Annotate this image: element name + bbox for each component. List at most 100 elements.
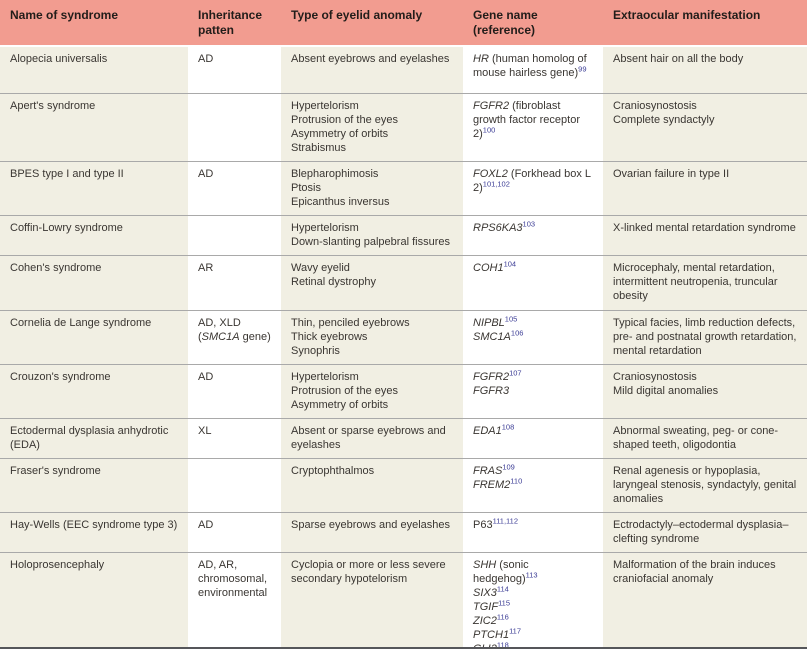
gene-entry: SIX3114 [473, 585, 595, 600]
anomaly-line: Cyclopia or more or less severe secondar… [291, 559, 446, 585]
extraocular-line: Ovarian failure in type II [613, 168, 730, 180]
inheritance-line: AD [198, 52, 273, 66]
table-row: Coffin-Lowry syndrome Hypertelorism Down-s… [0, 215, 807, 255]
gene-entry: FRAS109 [473, 462, 595, 478]
gene-entry: NIPBL105 [473, 314, 595, 330]
extraocular-line: Absent hair on all the body [613, 53, 744, 65]
cell-extraocular-manifestation: Renal agenesis or hypoplasia, laryngeal … [603, 459, 807, 512]
gene-entry: FGFR3 [473, 384, 595, 398]
cell-syndrome-name: Coffin-Lowry syndrome [0, 216, 188, 255]
anomaly-line: Wavy eyelid [291, 262, 350, 274]
text-segment: AD [198, 168, 214, 180]
cell-syndrome-name: Alopecia universalis [0, 47, 188, 93]
inheritance-line: AD [198, 167, 273, 181]
extraocular-line: Complete syndactyly [613, 114, 715, 126]
text-segment: AD [198, 371, 214, 383]
gene-symbol: EDA1 [473, 425, 502, 437]
reference-superscript: 109 [502, 462, 515, 472]
cell-extraocular-manifestation: X-linked mental retardation syndrome [603, 216, 807, 255]
gene-entry: TGIF115 [473, 599, 595, 614]
extraocular-line: Abnormal sweating, peg- or cone-shaped t… [613, 425, 779, 451]
cell-syndrome-name: Holoprosencephaly [0, 553, 188, 647]
syndrome-name: Crouzon's syndrome [10, 371, 111, 383]
inheritance-line: AD [198, 370, 273, 384]
cell-inheritance-pattern [188, 216, 281, 255]
table-row: Cornelia de Lange syndrome AD, XLD (SMC1A … [0, 310, 807, 364]
gene-symbol: SMC1A [201, 331, 240, 343]
text-segment: (Forkhead box L 2) [473, 168, 591, 194]
anomaly-line: Absent or sparse eyebrows and eyelashes [291, 425, 446, 451]
cell-gene-name: EDA1108 [463, 419, 603, 458]
gene-symbol: FREM2 [473, 479, 511, 491]
text-segment: AD, AR, [198, 559, 238, 571]
inheritance-line: AD, AR, [198, 558, 273, 572]
cell-syndrome-name: Hay-Wells (EEC syndrome type 3) [0, 513, 188, 552]
text-segment: (human homolog of mouse hairless gene) [473, 53, 587, 79]
text-segment: P63 [473, 519, 493, 531]
extraocular-line: Mild digital anomalies [613, 385, 719, 397]
gene-symbol: COH1 [473, 262, 504, 274]
anomaly-line: Thin, penciled eyebrows [291, 317, 410, 329]
cell-syndrome-name: Cohen's syndrome [0, 256, 188, 310]
cell-syndrome-name: Fraser's syndrome [0, 459, 188, 512]
gene-symbol: SMC1A [473, 331, 511, 343]
cell-gene-name: FOXL2 (Forkhead box L 2)101,102 [463, 162, 603, 215]
cell-extraocular-manifestation: Ectrodactyly–ectodermal dysplasia–clefti… [603, 513, 807, 552]
extraocular-line: X-linked mental retardation syndrome [613, 222, 796, 234]
column-header-inheritance-pattern: Inheritance patten [198, 8, 263, 37]
reference-superscript: 108 [501, 422, 515, 432]
anomaly-line: Blepharophimosis [291, 168, 379, 180]
syndrome-name: Ectodermal dysplasia anhydrotic (EDA) [10, 425, 169, 451]
column-header-name-of-syndrome: Name of syndrome [10, 8, 119, 22]
reference-superscript: 99 [578, 64, 587, 74]
cell-eyelid-anomaly: Wavy eyelid Retinal dystrophy [281, 256, 463, 310]
cell-eyelid-anomaly: Thin, penciled eyebrows Thick eyebrows Syn… [281, 311, 463, 364]
cell-gene-name: NIPBL105 SMC1A106 [463, 311, 603, 364]
cell-inheritance-pattern: AD [188, 513, 281, 552]
anomaly-line: Asymmetry of orbits [291, 399, 389, 411]
text-segment: gene) [239, 331, 271, 343]
extraocular-line: Craniosynostosis [613, 100, 697, 112]
table-header-row: Name of syndrome Inheritance patten Type… [0, 0, 807, 47]
inheritance-line: AR [198, 261, 273, 275]
cell-eyelid-anomaly: Absent eyebrows and eyelashes [281, 47, 463, 93]
column-header-eyelid-anomaly: Type of eyelid anomaly [291, 8, 423, 22]
cell-inheritance-pattern: AD [188, 162, 281, 215]
reference-superscript: 103 [522, 219, 536, 229]
cell-inheritance-pattern: XL [188, 419, 281, 458]
gene-symbol: SHH [473, 559, 497, 571]
cell-extraocular-manifestation: Craniosynostosis Complete syndactyly [603, 94, 807, 161]
anomaly-line: Protrusion of the eyes [291, 114, 399, 126]
cell-eyelid-anomaly: Hypertelorism Protrusion of the eyes Asymm… [281, 365, 463, 418]
cell-syndrome-name: Apert's syndrome [0, 94, 188, 161]
gene-entry: PTCH1117 [473, 626, 595, 642]
table-body: Alopecia universalis AD Absent eyebrows an… [0, 47, 807, 649]
text-segment: AR [198, 262, 214, 274]
anomaly-line: Hypertelorism [291, 100, 359, 112]
cell-extraocular-manifestation: Abnormal sweating, peg- or cone-shaped t… [603, 419, 807, 458]
table-row: Fraser's syndrome Cryptophthalmos FRAS109 F… [0, 458, 807, 512]
cell-gene-name: SHH (sonic hedgehog)113 SIX3114 TGIF115 ZIC… [463, 553, 603, 649]
reference-superscript: 105 [504, 314, 518, 324]
extraocular-line: Typical facies, limb reduction defects, … [613, 317, 797, 357]
column-header-extraocular-manifestation: Extraocular manifestation [613, 8, 761, 22]
gene-symbol: FGFR2 [473, 371, 510, 383]
gene-symbol: FGFR3 [473, 385, 510, 397]
cell-inheritance-pattern: AD, AR, chromosomal, environmental [188, 553, 281, 647]
text-segment: chromosomal, [198, 573, 268, 585]
syndrome-name: Hay-Wells (EEC syndrome type 3) [10, 519, 178, 531]
reference-superscript: 107 [509, 368, 522, 378]
gene-entry: SHH (sonic hedgehog)113 [473, 558, 595, 586]
cell-eyelid-anomaly: Hypertelorism Down-slanting palpebral fis… [281, 216, 463, 255]
extraocular-line: Craniosynostosis [613, 371, 697, 383]
reference-superscript: 104 [503, 259, 517, 269]
cell-extraocular-manifestation: Ovarian failure in type II [603, 162, 807, 215]
gene-entry: ZIC2116 [473, 613, 595, 628]
cell-syndrome-name: Cornelia de Lange syndrome [0, 311, 188, 364]
reference-superscript: 118 [496, 640, 509, 649]
syndrome-name: Alopecia universalis [10, 53, 108, 65]
table-row: Apert's syndrome Hypertelorism Protrusion … [0, 93, 807, 161]
reference-superscript: 117 [509, 626, 522, 636]
text-segment: ( [198, 331, 202, 343]
anomaly-line: Protrusion of the eyes [291, 385, 399, 397]
